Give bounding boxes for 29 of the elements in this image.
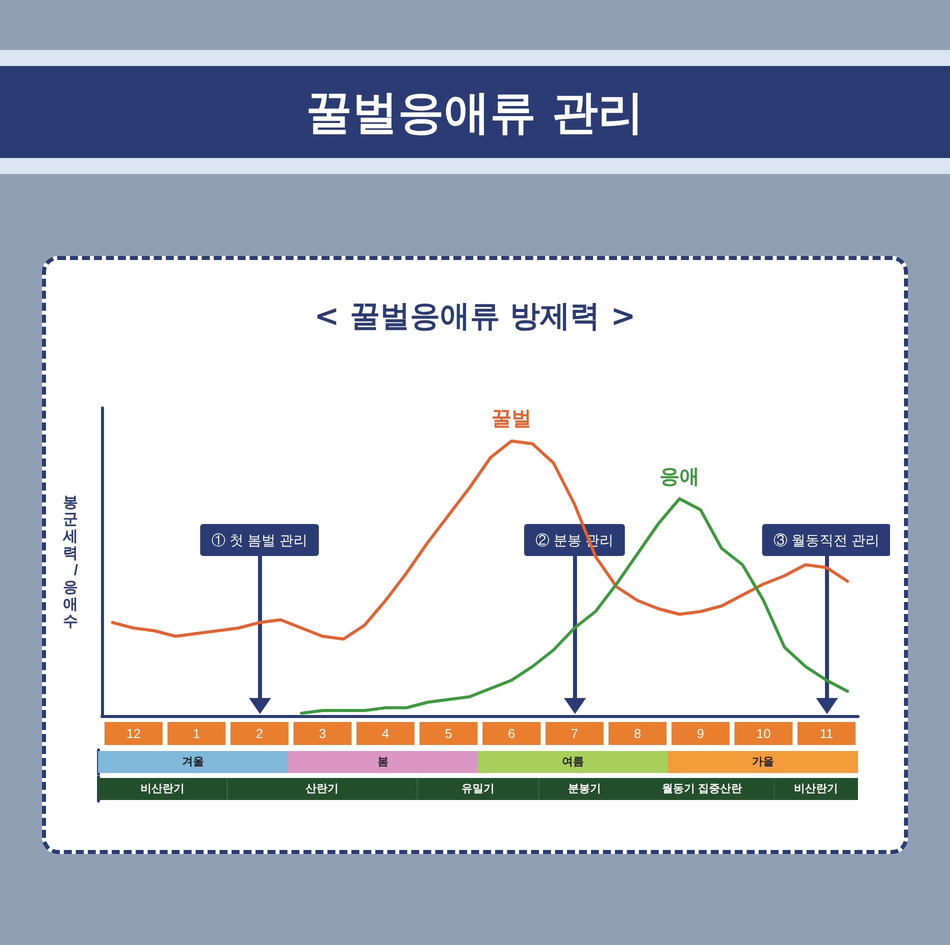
x-tick-label: 9 — [696, 726, 704, 741]
chart-subtitle: < 꿀벌응애류 방제력 > — [313, 298, 637, 336]
x-tick-label: 12 — [126, 726, 141, 741]
y-axis-title: 봉군세력/응애수 — [62, 494, 79, 630]
ref-line-label: ① 첫 봄벌 관리 — [212, 532, 308, 548]
x-tick-label: 5 — [444, 726, 452, 741]
x-tick-label: 4 — [382, 726, 390, 741]
series-label: 분봉기 — [568, 783, 601, 795]
series-label: 비산란기 — [140, 783, 185, 795]
ref-line-label: ③ 월동직전 관리 — [774, 532, 880, 548]
series-label: 가을 — [752, 756, 774, 768]
x-tick-label: 7 — [570, 726, 578, 741]
x-tick-label: 2 — [256, 726, 264, 741]
series-label: 봄 — [378, 756, 388, 768]
x-tick-label: 10 — [756, 726, 771, 741]
series-label: 월동기 집중산란 — [662, 783, 742, 795]
x-tick-label: 11 — [820, 726, 834, 741]
x-tick-label: 3 — [318, 726, 326, 741]
chart-title: 꿀벌응애류 관리 — [0, 66, 950, 158]
series-label: 꿀벌 — [492, 408, 532, 430]
series-label: 응애 — [660, 466, 700, 488]
series-label: 여름 — [562, 756, 584, 768]
x-tick-label: 6 — [508, 726, 516, 741]
x-tick-label: 1 — [192, 726, 200, 741]
series-label: 산란기 — [306, 783, 339, 795]
series-label: 비산란기 — [794, 783, 838, 795]
series-label: 유밀기 — [462, 783, 494, 795]
x-tick-label: 8 — [634, 726, 642, 741]
series-label: 겨울 — [182, 756, 204, 768]
